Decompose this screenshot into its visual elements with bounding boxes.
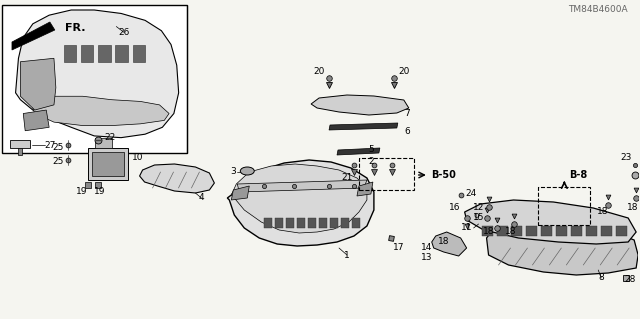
Polygon shape <box>227 160 374 246</box>
Polygon shape <box>481 226 493 236</box>
Text: 25: 25 <box>52 158 63 167</box>
Bar <box>2 5 188 153</box>
Text: 22: 22 <box>104 133 115 143</box>
Polygon shape <box>264 218 272 228</box>
Polygon shape <box>308 218 316 228</box>
Polygon shape <box>12 22 55 50</box>
Polygon shape <box>23 110 49 131</box>
Text: 28: 28 <box>625 276 636 285</box>
Polygon shape <box>10 140 30 148</box>
Polygon shape <box>81 44 93 62</box>
Polygon shape <box>63 44 76 62</box>
Polygon shape <box>341 218 349 228</box>
Polygon shape <box>286 218 294 228</box>
Text: 23: 23 <box>620 153 632 162</box>
Text: 20: 20 <box>314 68 324 77</box>
Text: 13: 13 <box>421 254 433 263</box>
Polygon shape <box>465 200 636 244</box>
Polygon shape <box>115 44 128 62</box>
Text: 25: 25 <box>52 144 63 152</box>
Text: 20: 20 <box>398 68 410 77</box>
Text: FR.: FR. <box>65 23 85 33</box>
Text: 2: 2 <box>368 158 374 167</box>
Text: TM84B4600A: TM84B4600A <box>568 5 628 14</box>
Polygon shape <box>511 226 522 236</box>
Text: 5: 5 <box>368 145 374 154</box>
Polygon shape <box>95 138 111 148</box>
Polygon shape <box>140 164 214 193</box>
Polygon shape <box>572 226 582 236</box>
Polygon shape <box>527 226 538 236</box>
Text: 18: 18 <box>483 227 494 236</box>
Polygon shape <box>486 220 638 275</box>
Text: 18: 18 <box>596 207 608 217</box>
Text: 10: 10 <box>132 153 143 162</box>
Text: 15: 15 <box>473 213 484 222</box>
Text: B-50: B-50 <box>431 170 456 180</box>
Polygon shape <box>237 180 367 192</box>
Polygon shape <box>357 182 373 196</box>
Text: B-8: B-8 <box>569 170 588 180</box>
Text: 19: 19 <box>76 188 88 197</box>
Polygon shape <box>541 226 552 236</box>
Text: 11: 11 <box>461 224 472 233</box>
Bar <box>538 187 590 225</box>
Polygon shape <box>231 186 249 200</box>
Text: 18: 18 <box>627 204 639 212</box>
Text: 27: 27 <box>44 140 56 150</box>
Polygon shape <box>497 226 508 236</box>
Text: 14: 14 <box>421 243 433 253</box>
Text: 4: 4 <box>198 194 204 203</box>
Text: 12: 12 <box>473 203 484 211</box>
Polygon shape <box>30 96 169 126</box>
Text: 21: 21 <box>341 174 353 182</box>
Polygon shape <box>330 218 338 228</box>
Polygon shape <box>20 58 56 110</box>
Text: 26: 26 <box>118 28 130 37</box>
Polygon shape <box>319 218 327 228</box>
Polygon shape <box>231 164 367 233</box>
Polygon shape <box>329 123 398 130</box>
Polygon shape <box>297 218 305 228</box>
Text: 7: 7 <box>404 108 410 117</box>
Polygon shape <box>132 44 145 62</box>
Text: 17: 17 <box>393 243 404 253</box>
Bar <box>359 158 414 190</box>
Text: 3: 3 <box>230 167 236 176</box>
Text: 18: 18 <box>505 227 516 236</box>
Polygon shape <box>311 95 409 115</box>
Ellipse shape <box>240 167 254 175</box>
Polygon shape <box>92 152 124 176</box>
Text: 16: 16 <box>449 204 460 212</box>
Polygon shape <box>432 232 467 256</box>
Polygon shape <box>556 226 567 236</box>
Text: 19: 19 <box>94 188 106 197</box>
Polygon shape <box>15 10 179 138</box>
Text: 6: 6 <box>404 127 410 136</box>
Text: 18: 18 <box>438 238 449 247</box>
Polygon shape <box>352 218 360 228</box>
Text: 24: 24 <box>465 189 476 197</box>
Text: 1: 1 <box>344 250 350 259</box>
Polygon shape <box>601 226 612 236</box>
Text: 9: 9 <box>474 213 479 222</box>
Polygon shape <box>337 148 380 155</box>
Polygon shape <box>88 148 127 180</box>
Polygon shape <box>18 148 22 155</box>
Polygon shape <box>586 226 597 236</box>
Polygon shape <box>275 218 283 228</box>
Text: 8: 8 <box>598 273 604 283</box>
Polygon shape <box>616 226 627 236</box>
Polygon shape <box>98 44 111 62</box>
